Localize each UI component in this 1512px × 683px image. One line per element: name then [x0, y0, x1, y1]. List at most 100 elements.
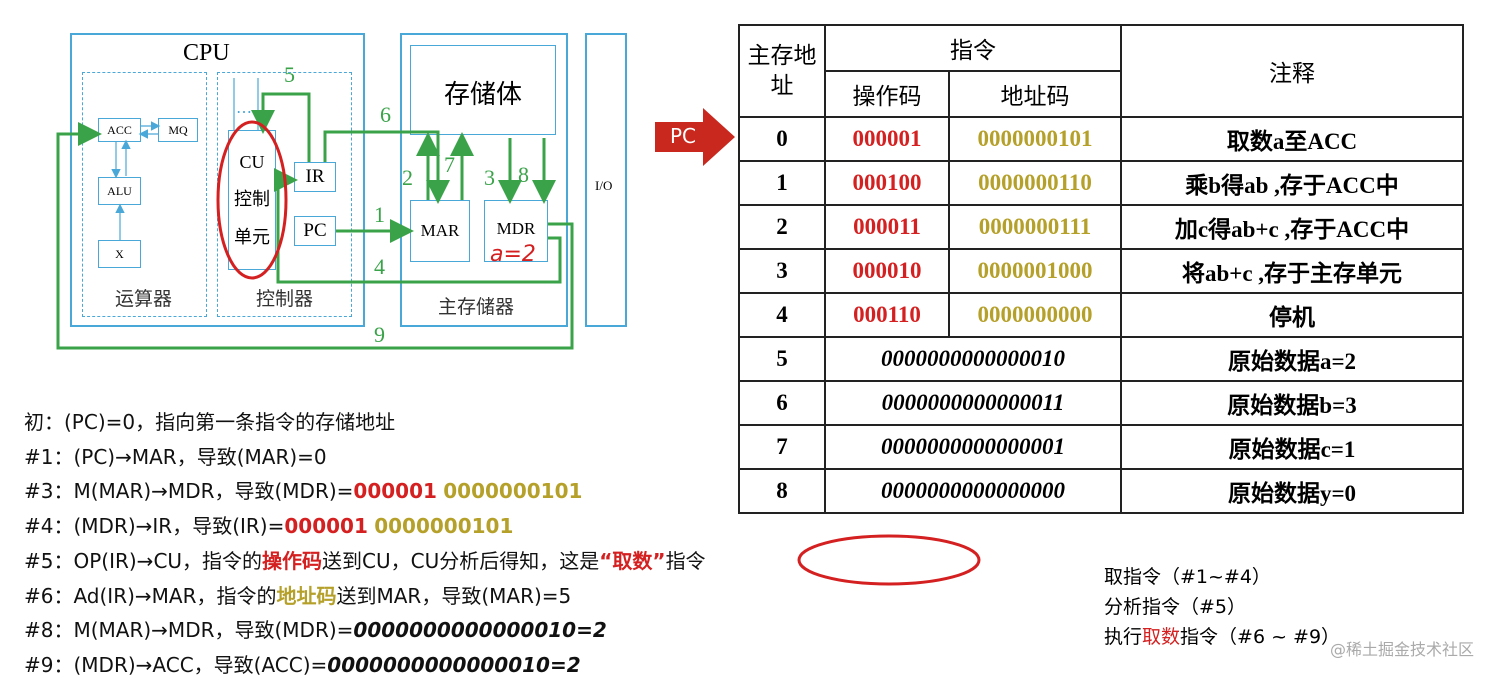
summary-exec-highlight: 取数 [1142, 626, 1181, 648]
watermark: @稀土掘金技术社区 [1330, 640, 1475, 659]
x-register: X [98, 240, 141, 268]
mdr-register: MDR [484, 200, 548, 262]
header-instr: 指令 [824, 24, 1122, 72]
step-line: #5：OP(IR)→CU，指令的操作码送到CU，CU分析后得知，这是“取数”指令 [24, 544, 706, 579]
data-path-wires [56, 78, 574, 350]
wire-4 [274, 168, 562, 284]
step-text: 送到MAR，导致(MAR)=5 [336, 583, 572, 608]
step-text: #8：M(MAR)→MDR，导致(MDR)= [24, 618, 354, 643]
io-label: I/O [595, 178, 613, 193]
summary-exec-post: 指令（#6 ~ #9） [1180, 626, 1341, 648]
ir-register: IR [294, 162, 336, 192]
summary-execute: 执行取数指令（#6 ~ #9） [1104, 622, 1340, 652]
step-text: 0000000000000010=2 [353, 618, 607, 643]
step-text: 0000000000000010=2 [327, 652, 581, 677]
io-box [585, 33, 627, 327]
table-row: 6 0000000000000011 原始数据b=3 [738, 380, 1464, 426]
cu-label-2: 控制 [234, 188, 270, 209]
opcode-cell: 000010 [824, 248, 950, 294]
cu-label-1: CU [239, 151, 265, 172]
step-text: 操作码 [262, 548, 323, 573]
summary-analyze: 分析指令（#5） [1104, 596, 1247, 618]
summary-fetch: 取指令（#1~#4） [1104, 566, 1271, 588]
comment-cell: 取数a至ACC [1120, 116, 1464, 162]
wire-6 [323, 130, 450, 204]
value-cell: 0000000000000011 [824, 380, 1122, 426]
comment-cell: 加c得ab+c ,存于ACC中 [1120, 204, 1464, 250]
phase-summary: 取指令（#1~#4） 分析指令（#5） 执行取数指令（#6 ~ #9） [1104, 562, 1340, 652]
step-line: #9：(MDR)→ACC，导致(ACC)=0000000000000010=2 [24, 648, 706, 683]
wire-5 [251, 92, 311, 162]
step-label-8: 8 [518, 162, 529, 187]
step-text: 000001 [284, 514, 368, 539]
cu-unit: CU 控制 单元 [228, 130, 276, 270]
alu-group-label: 运算器 [115, 288, 173, 310]
step-line: #1：(PC)→MAR，导致(MAR)=0 [24, 440, 706, 475]
step-label-6: 6 [380, 102, 391, 127]
opcode-cell: 000110 [824, 292, 950, 338]
step-line: #6：Ad(IR)→MAR，指令的地址码送到MAR，导致(MAR)=5 [24, 579, 706, 614]
table-row: 4 000110 0000000000 停机 [738, 292, 1464, 338]
step-label-3: 3 [484, 165, 495, 190]
table-row: 5 0000000000000010 原始数据a=2 [738, 336, 1464, 382]
step-text: “取数” [599, 548, 666, 573]
header-address: 地址码 [948, 70, 1122, 118]
address-cell: 0000000101 [948, 116, 1122, 162]
addr-cell: 5 [738, 336, 826, 382]
step-text: 0000000101 [443, 479, 583, 504]
memory-group-label: 主存储器 [438, 296, 515, 318]
address-cell: 0000000000 [948, 292, 1122, 338]
opcode-cell: 000001 [824, 116, 950, 162]
alu-group [82, 72, 207, 317]
table-row: 0 000001 0000000101 取数a至ACC [738, 116, 1464, 162]
step-line: #4：(MDR)→IR，导致(IR)=000001 0000000101 [24, 509, 706, 544]
step-text: 送到CU，CU分析后得知，这是 [322, 548, 600, 573]
comment-cell: 将ab+c ,存于主存单元 [1120, 248, 1464, 294]
step-text: #5：OP(IR)→CU，指令的 [24, 548, 263, 573]
pc-pointer-arrow [655, 108, 735, 166]
comment-cell: 原始数据a=2 [1120, 336, 1464, 382]
table-row: 8 0000000000000000 原始数据y=0 [738, 468, 1464, 514]
opcode-cell: 000100 [824, 160, 950, 206]
addr-cell: 8 [738, 468, 826, 514]
header-addr: 主存地址 [738, 24, 826, 118]
step-line: 初：(PC)=0，指向第一条指令的存储地址 [24, 405, 706, 440]
step-text: 0000000101 [374, 514, 514, 539]
storage-array: 存储体 [410, 45, 556, 135]
address-cell: 0000001000 [948, 248, 1122, 294]
addr-cell: 1 [738, 160, 826, 206]
step-label-4: 4 [374, 254, 385, 279]
addr-cell: 4 [738, 292, 826, 338]
step-text: #9：(MDR)→ACC，导致(ACC)= [24, 652, 328, 677]
cu-highlight-circle [216, 120, 288, 280]
memory-box [400, 33, 568, 327]
addr-cell: 2 [738, 204, 826, 250]
address-cell: 0000000110 [948, 160, 1122, 206]
step-text: 指令 [665, 548, 706, 573]
pc-pointer-label: PC [670, 124, 697, 148]
step-list: 初：(PC)=0，指向第一条指令的存储地址 #1：(PC)→MAR，导致(MAR)… [24, 405, 706, 683]
step-line: #3：M(MAR)→MDR，导致(MDR)=000001 0000000101 [24, 474, 706, 509]
table-row: 1 000100 0000000110 乘b得ab ,存于ACC中 [738, 160, 1464, 206]
step-label-7: 7 [444, 152, 455, 177]
mar-register: MAR [410, 200, 470, 262]
memory-table: 主存地址 指令 注释 操作码 地址码 0 000001 0000000101 取数a至… [738, 24, 1464, 514]
comment-cell: 原始数据y=0 [1120, 468, 1464, 514]
header-comment: 注释 [1120, 24, 1464, 118]
value-cell: 0000000000000000 [824, 468, 1122, 514]
step-text: #4：(MDR)→IR，导致(IR)= [24, 514, 285, 539]
comment-cell: 原始数据c=1 [1120, 424, 1464, 470]
addr-cell: 3 [738, 248, 826, 294]
table-row: 2 000011 0000000111 加c得ab+c ,存于ACC中 [738, 204, 1464, 250]
step-text: #6：Ad(IR)→MAR，指令的 [24, 583, 277, 608]
step-text: 初：(PC)=0，指向第一条指令的存储地址 [24, 410, 396, 434]
wire-9 [56, 122, 574, 350]
comment-cell: 停机 [1120, 292, 1464, 338]
addr-cell: 0 [738, 116, 826, 162]
cpu-label: CPU [183, 40, 230, 66]
value-cell: 0000000000000010 [824, 336, 1122, 382]
mq-register: MQ [158, 118, 198, 142]
opcode-cell: 000011 [824, 204, 950, 250]
pc-register: PC [294, 216, 336, 246]
step-line: #8：M(MAR)→MDR，导致(MDR)=0000000000000010=2 [24, 613, 706, 648]
